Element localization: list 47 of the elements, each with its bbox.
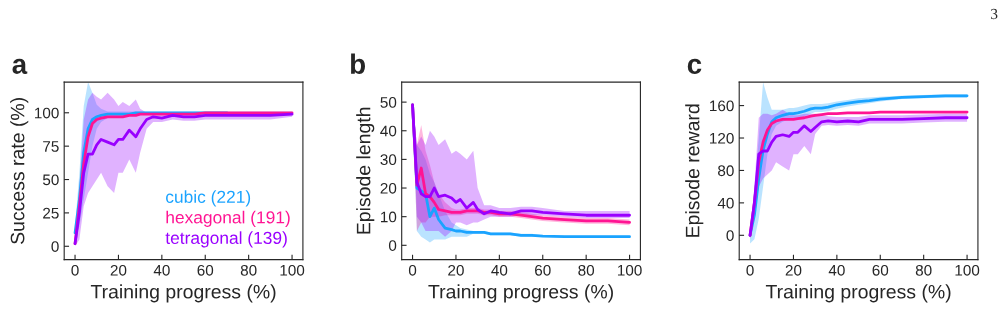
x-tick-label: 0	[408, 264, 417, 276]
x-tick-label: 20	[110, 264, 127, 276]
y-tick-label: 40	[717, 197, 734, 209]
y-tick-label: 120	[710, 132, 734, 144]
y-tick-label: 40	[380, 125, 397, 137]
y-axis-title: Success rate (%)	[10, 98, 29, 244]
x-tick-label: 20	[785, 264, 802, 276]
y-tick-label: 160	[710, 100, 734, 112]
text: tetragonal (139)	[165, 231, 287, 248]
x-axis-title: Training progress (%)	[90, 284, 276, 303]
y-tick-label: 30	[380, 154, 397, 166]
x-tick-label: 60	[535, 264, 551, 276]
y-tick-label: 10	[381, 211, 397, 223]
x-tick-label: 0	[71, 264, 79, 276]
text: hexagonal (191)	[166, 210, 290, 227]
x-tick-label: 80	[578, 264, 595, 276]
x-tick-label: 100	[617, 264, 642, 276]
y-tick-label: 50	[42, 174, 59, 186]
text: 3	[991, 8, 998, 20]
chart-title: c	[687, 58, 702, 75]
x-tick-label: 60	[872, 264, 889, 276]
y-tick-label: 0	[51, 241, 59, 252]
y-axis-title: Episode length	[356, 107, 375, 234]
y-tick-label: 75	[43, 141, 59, 152]
y-tick-label: 50	[380, 96, 397, 108]
y-tick-label: 0	[388, 240, 397, 251]
y-tick-label: 25	[43, 207, 59, 219]
x-tick-label: 80	[915, 264, 932, 276]
x-tick-label: 40	[153, 264, 170, 276]
x-tick-label: 100	[280, 264, 305, 276]
y-tick-label: 20	[380, 182, 397, 194]
x-tick-label: 80	[240, 264, 257, 276]
x-axis-title: Training progress (%)	[765, 284, 951, 303]
chart-title: b	[351, 53, 366, 75]
x-axis-title: Training progress (%)	[428, 284, 613, 303]
y-tick-label: 80	[718, 165, 734, 177]
x-tick-label: 60	[197, 264, 214, 276]
x-tick-label: 40	[491, 264, 508, 276]
chart-title: a	[12, 58, 28, 75]
y-tick-label: 100	[35, 107, 59, 119]
text: cubic (221)	[166, 190, 251, 207]
y-tick-label: 0	[726, 230, 734, 241]
x-tick-label: 0	[746, 264, 754, 276]
y-axis-title: Episode reward	[685, 104, 704, 237]
x-tick-label: 100	[955, 264, 980, 276]
x-tick-label: 20	[448, 264, 464, 276]
x-tick-label: 40	[828, 264, 845, 276]
